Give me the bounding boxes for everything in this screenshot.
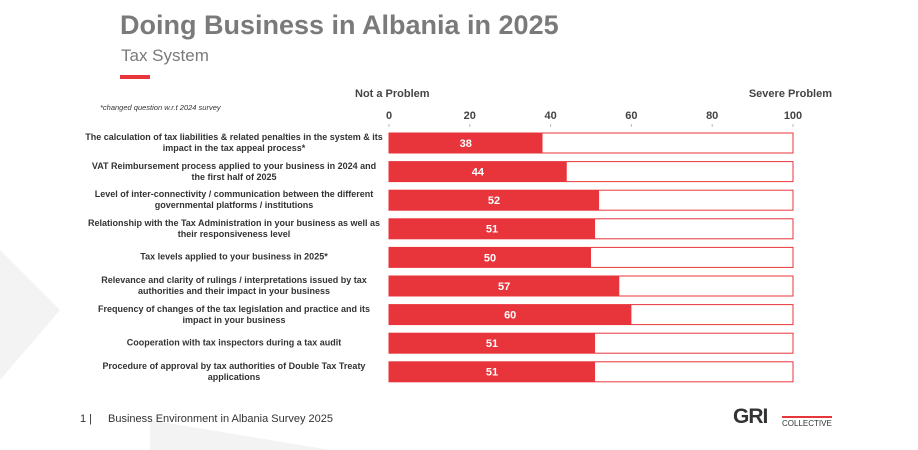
value-label: 57: [498, 281, 510, 293]
category-label: Procedure of approval by tax authorities…: [102, 360, 366, 382]
chart-title: Doing Business in Albania in 2025: [120, 10, 559, 40]
x-tick-label: 20: [464, 110, 476, 122]
x-tick-label: 60: [625, 110, 637, 122]
value-label: 60: [504, 310, 516, 322]
note: *changed question w.r.t 2024 survey: [100, 103, 221, 112]
category-label: Frequency of changes of the tax legislat…: [97, 303, 371, 325]
decor: [150, 420, 330, 450]
bar: [389, 333, 596, 354]
value-label: 38: [460, 138, 472, 150]
decor: [0, 250, 60, 380]
value-label: 51: [486, 338, 498, 350]
category-label: Cooperation with tax inspectors during a…: [126, 337, 342, 348]
category-label: Tax levels applied to your business in 2…: [140, 251, 328, 262]
bar: [389, 247, 591, 268]
x-tick-label: 0: [386, 110, 392, 122]
category-label: Level of inter-connectivity / communicat…: [94, 189, 374, 211]
bar: [389, 190, 600, 211]
value-label: 50: [484, 252, 496, 264]
title-underline: [120, 75, 150, 79]
page-number: 1 |: [80, 413, 93, 425]
value-label: 51: [486, 367, 498, 379]
logo: GRI: [733, 405, 768, 428]
bar: [389, 218, 596, 239]
value-label: 44: [472, 167, 485, 179]
high-label: Severe Problem: [748, 88, 832, 100]
bar: [389, 276, 620, 296]
bar: [389, 161, 567, 182]
category-label: The calculation of tax liabilities & rel…: [85, 132, 383, 153]
low-label: Not a Problem: [355, 88, 430, 100]
bar: [389, 133, 543, 153]
category-label: Relevance and clarity of rulings / inter…: [101, 275, 367, 296]
logo-sub: COLLECTIVE: [782, 416, 832, 428]
bar: [389, 304, 632, 325]
value-label: 52: [488, 195, 500, 207]
category-label: Relationship with the Tax Administration…: [87, 217, 381, 239]
bar: [389, 361, 596, 382]
x-tick-label: 40: [544, 110, 556, 122]
footer-text: Business Environment in Albania Survey 2…: [108, 413, 334, 425]
category-label: VAT Reimbursement process applied to you…: [91, 160, 377, 182]
x-tick-label: 100: [784, 110, 802, 122]
x-tick-label: 80: [706, 110, 718, 122]
subtitle: Tax System: [121, 46, 209, 65]
value-label: 51: [486, 224, 498, 236]
